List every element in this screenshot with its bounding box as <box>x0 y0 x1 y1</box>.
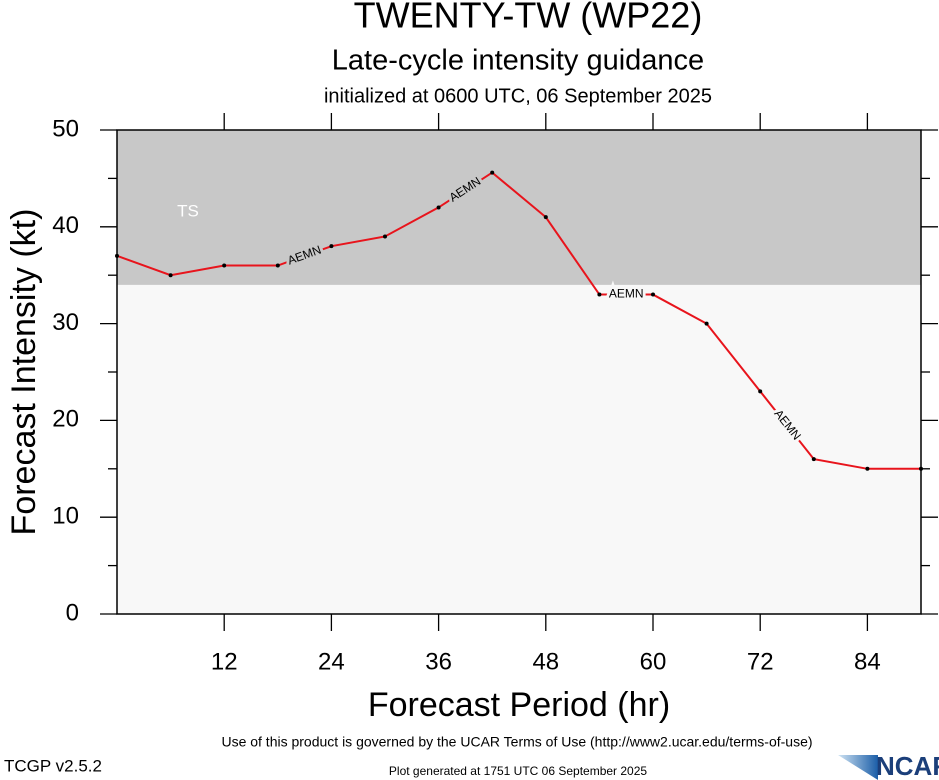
version-text: TCGP v2.5.2 <box>4 756 102 775</box>
data-point <box>436 205 441 210</box>
data-point <box>275 263 280 268</box>
x-axis-label: Forecast Period (hr) <box>368 686 670 724</box>
data-point <box>329 244 334 249</box>
x-tick-label: 36 <box>425 648 452 675</box>
logo-text: NCAR <box>876 751 939 780</box>
data-point <box>811 457 816 462</box>
init-time: initialized at 0600 UTC, 06 September 20… <box>324 85 712 107</box>
y-tick-label: 30 <box>52 309 79 336</box>
series-line <box>116 171 921 470</box>
series-inline-label: AEMN <box>609 287 644 301</box>
y-tick-label: 40 <box>52 212 79 239</box>
data-point <box>222 263 227 268</box>
x-tick-label: 60 <box>640 648 667 675</box>
data-point <box>597 292 602 297</box>
y-tick-label: 20 <box>52 406 79 433</box>
logo-mark <box>838 755 878 780</box>
data-point <box>758 389 763 394</box>
x-tick-label: 84 <box>854 648 881 675</box>
data-point <box>115 253 119 258</box>
x-tick-label: 72 <box>747 648 774 675</box>
y-tick-label: 10 <box>52 503 79 530</box>
generated-text: Plot generated at 1751 UTC 06 September … <box>389 764 647 778</box>
x-tick-label: 12 <box>211 648 238 675</box>
y-tick-label: 0 <box>66 599 79 626</box>
x-tick-label: 24 <box>318 648 345 675</box>
data-point <box>168 273 173 278</box>
data-point <box>651 292 655 297</box>
data-point <box>865 466 870 471</box>
data-point <box>704 321 709 326</box>
ts-band <box>117 130 921 285</box>
data-point <box>919 466 923 471</box>
plot-frame <box>116 129 922 615</box>
x-tick-label: 48 <box>532 648 559 675</box>
y-axis-label: Forecast Intensity (kt) <box>5 209 43 536</box>
data-point <box>490 170 495 175</box>
chart-subtitle: Late-cycle intensity guidance <box>332 45 704 77</box>
y-tick-label: 50 <box>52 115 79 142</box>
data-point <box>543 215 548 220</box>
chart-title: TWENTY-TW (WP22) <box>354 0 703 36</box>
terms-text: Use of this product is governed by the U… <box>221 734 812 750</box>
data-point <box>383 234 387 239</box>
ts-label: TS <box>177 201 199 220</box>
